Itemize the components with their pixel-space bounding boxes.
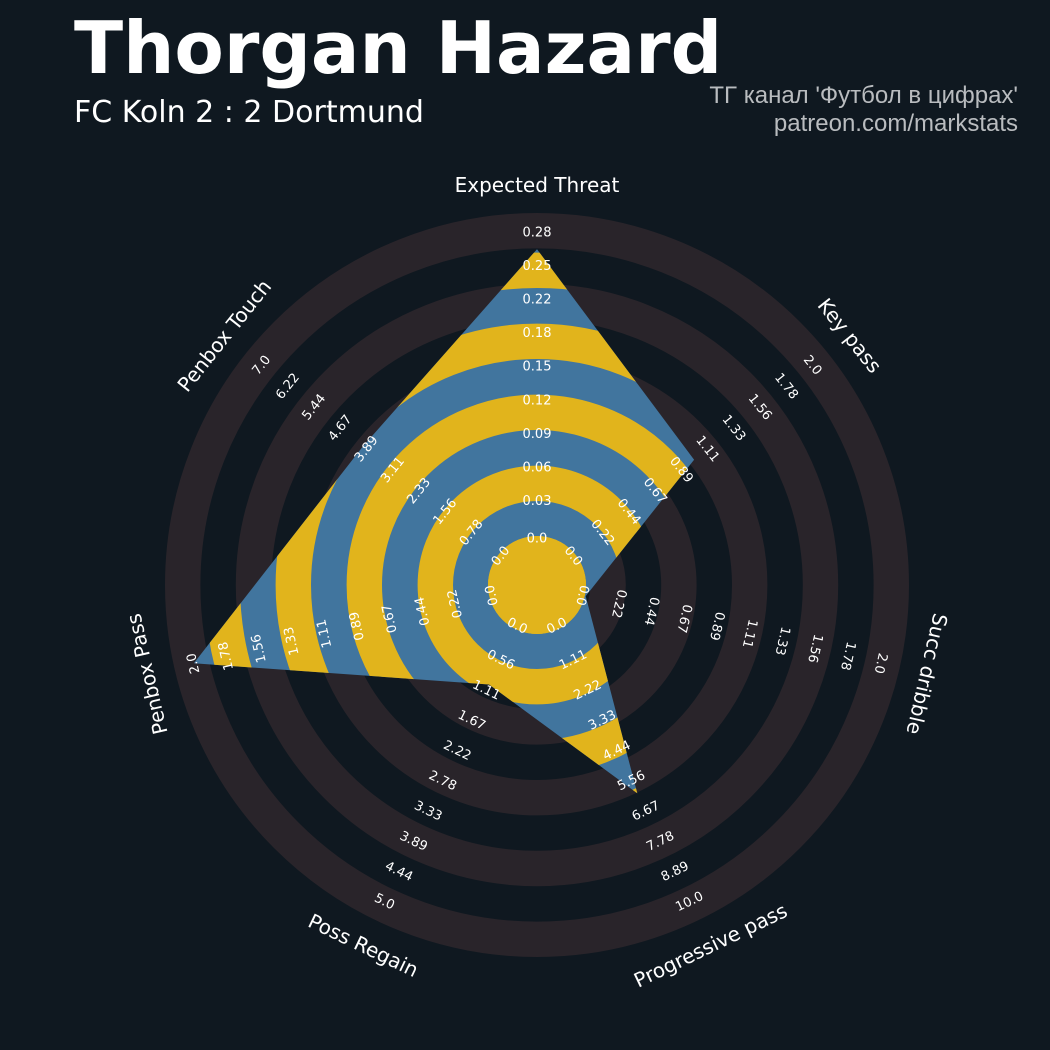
tick-label: 0.89 (347, 610, 368, 642)
tick-label: 2.0 (184, 652, 203, 676)
tick-label: 1.78 (837, 640, 858, 672)
param-label: Penbox Pass (122, 611, 173, 736)
tick-label: 0.06 (523, 460, 552, 475)
background-ring (165, 213, 909, 957)
match-subtitle: FC Koln 2 : 2 Dortmund (74, 95, 424, 130)
tick-label: 0.22 (445, 588, 466, 620)
tick-label: 8.89 (659, 859, 692, 885)
polygon-band (275, 323, 695, 794)
tick-label: 0.89 (706, 610, 727, 642)
tick-label: 0.22 (608, 588, 629, 620)
tick-label: 0.44 (412, 595, 433, 627)
tick-label: 1.56 (249, 633, 270, 665)
tick-label: 1.33 (281, 625, 302, 657)
param-label: Succ dribble (902, 611, 953, 737)
tick-label: 1.78 (216, 640, 237, 672)
param-label: Expected Threat (455, 173, 620, 197)
tick-label: 0.67 (380, 603, 401, 635)
tick-label: 0.15 (523, 360, 552, 375)
tick-label: 6.22 (273, 371, 303, 403)
tick-label: 0.12 (523, 393, 552, 408)
tick-label: 4.44 (383, 859, 416, 885)
tick-label: 1.11 (739, 618, 760, 650)
tick-label: 0.03 (523, 494, 552, 509)
tick-label: 0.0 (483, 583, 502, 607)
tick-label: 1.56 (804, 633, 825, 665)
tick-label: 1.78 (771, 371, 801, 403)
tick-label: 6.67 (630, 798, 663, 824)
page-title: Thorgan Hazard (74, 6, 723, 90)
tick-label: 0.28 (523, 226, 552, 241)
credit-patreon: patreon.com/markstats (773, 110, 1018, 137)
tick-label: 1.11 (314, 618, 335, 650)
tick-label: 0.25 (523, 259, 552, 274)
tick-label: 0.22 (523, 293, 552, 308)
tick-label: 0.0 (572, 583, 591, 607)
tick-label: 0.0 (527, 532, 548, 547)
tick-label: 0.67 (673, 603, 694, 635)
credit-telegram: ТГ канал 'Футбол в цифрах' (709, 82, 1018, 109)
tick-label: 1.33 (771, 625, 792, 657)
credit-block: ТГ канал 'Футбол в цифрах' patreon.com/m… (709, 82, 1018, 138)
tick-label: 0.09 (523, 427, 552, 442)
tick-label: 0.44 (641, 595, 662, 627)
tick-label: 3.33 (412, 798, 445, 824)
center-hub (488, 536, 586, 634)
tick-label: 0.18 (523, 326, 552, 341)
tick-label: 2.0 (871, 652, 890, 676)
